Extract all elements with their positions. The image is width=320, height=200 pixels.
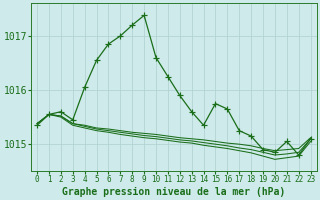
X-axis label: Graphe pression niveau de la mer (hPa): Graphe pression niveau de la mer (hPa) (62, 186, 285, 197)
